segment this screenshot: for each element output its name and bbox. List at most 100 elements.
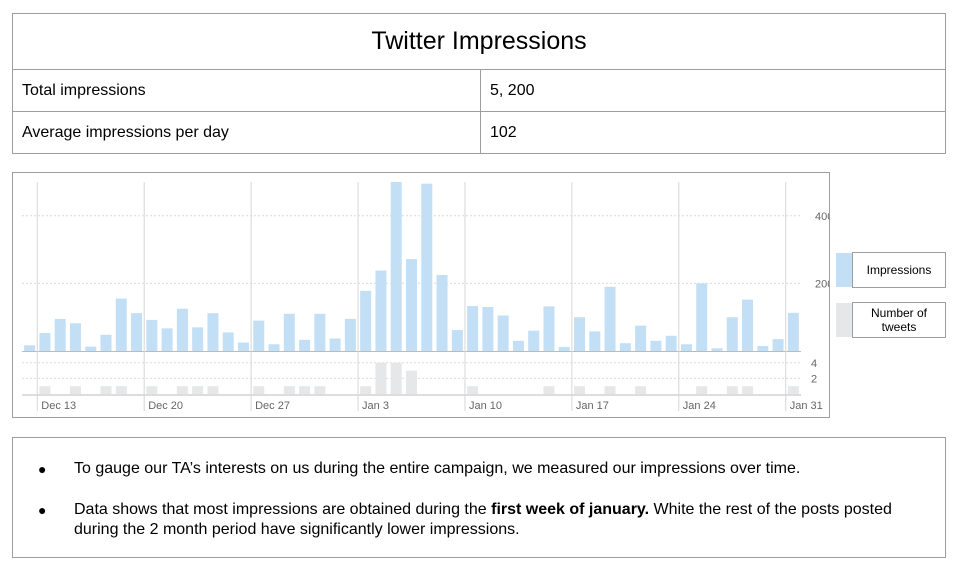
impressions-bar <box>329 338 341 351</box>
tweets-bar <box>314 386 326 394</box>
note-2-text: Data shows that most impressions are obt… <box>74 501 892 538</box>
impressions-bar <box>161 328 173 351</box>
impressions-bar <box>39 333 51 351</box>
impressions-bar <box>635 325 647 351</box>
impressions-bar <box>467 306 479 351</box>
tweets-bar <box>696 386 708 394</box>
legend-impressions: Impressions <box>836 252 946 288</box>
tweets-bar <box>390 362 402 394</box>
tweets-bar <box>176 386 188 394</box>
impressions-bar <box>757 345 769 351</box>
impressions-bar <box>772 339 784 351</box>
tweets-bar <box>360 386 372 394</box>
impressions-bar <box>604 286 616 351</box>
tweets-bar <box>787 386 799 394</box>
tweets-y-tick-label: 4 <box>811 358 817 370</box>
impressions-bar <box>131 313 143 351</box>
tweets-bar <box>299 386 311 394</box>
impressions-bar <box>314 313 326 351</box>
impressions-bar <box>574 317 586 351</box>
impressions-bar <box>100 334 112 351</box>
impressions-bar <box>115 298 127 351</box>
tweets-bar <box>100 386 112 394</box>
impressions-bar <box>711 348 723 351</box>
total-impressions-value: 5, 200 <box>490 81 535 99</box>
bullet-icon: ● <box>38 502 47 518</box>
tweets-bar <box>726 386 738 394</box>
note-1-text: To gauge our TA’s interests on us during… <box>74 460 801 477</box>
impressions-bar <box>54 318 66 351</box>
impressions-bar <box>344 318 356 351</box>
stats-row-total: Total impressions 5, 200 <box>13 70 945 111</box>
impressions-chart: 200 400 2 4 Dec 13 Dec 20 Dec 27 Jan 3 Jan 10 Jan… <box>12 172 830 418</box>
impressions-bar <box>375 270 387 351</box>
impressions-bar <box>406 259 417 351</box>
tweets-bar <box>604 386 616 394</box>
impressions-y-tick-label: 200 <box>815 278 829 290</box>
impressions-bar <box>69 323 81 351</box>
tweets-bar <box>574 386 586 394</box>
legend-impressions-label: Impressions <box>852 252 946 288</box>
impressions-bar <box>787 312 799 351</box>
average-impressions-value: 102 <box>490 123 517 141</box>
notes-box: ● To gauge our TA’s interests on us duri… <box>12 437 946 558</box>
impressions-bar <box>665 335 677 351</box>
note-2: ● Data shows that most impressions are o… <box>38 500 925 540</box>
tweets-bar <box>467 386 479 394</box>
tweets-bar <box>115 386 127 394</box>
legend-tweets-swatch <box>836 303 852 337</box>
impressions-bar <box>222 332 234 351</box>
x-tick-label: Jan 3 <box>362 400 389 412</box>
impressions-bar <box>558 346 570 351</box>
tweets-bar <box>192 386 204 394</box>
impressions-bar <box>390 182 402 351</box>
tweets-bar <box>742 386 754 394</box>
impressions-bar <box>421 183 433 351</box>
impressions-bar <box>742 299 754 351</box>
impressions-bar <box>528 330 540 351</box>
tweets-bar <box>375 362 387 394</box>
stats-table: Twitter Impressions Total impressions 5,… <box>12 13 946 154</box>
note-1: ● To gauge our TA’s interests on us duri… <box>38 459 925 479</box>
impressions-bar <box>451 330 463 351</box>
impressions-bar <box>543 306 555 351</box>
tweets-bar <box>283 386 295 394</box>
tweets-bar <box>69 386 81 394</box>
tweets-bar <box>543 386 555 394</box>
bullet-icon: ● <box>38 461 47 477</box>
impressions-bar <box>299 339 311 351</box>
legend-tweets-label: Number of tweets <box>852 302 946 338</box>
impressions-bar <box>436 274 448 351</box>
x-tick-label: Dec 27 <box>255 400 290 412</box>
impressions-bar <box>360 290 372 351</box>
legend-tweets: Number of tweets <box>836 302 946 338</box>
impressions-bar <box>696 283 708 351</box>
x-tick-label: Jan 24 <box>683 400 716 412</box>
tweets-bar <box>406 370 417 394</box>
impressions-bar <box>176 308 188 351</box>
total-impressions-label: Total impressions <box>13 70 481 111</box>
impressions-bar <box>85 346 97 351</box>
impressions-bar <box>24 345 36 351</box>
impressions-bar <box>680 344 692 351</box>
x-tick-label: Jan 10 <box>469 400 502 412</box>
chart-svg: 200 400 2 4 Dec 13 Dec 20 Dec 27 Jan 3 Jan 10 Jan… <box>22 182 829 412</box>
impressions-bar <box>650 340 662 351</box>
tweets-bar <box>146 386 158 394</box>
x-tick-label: Dec 20 <box>148 400 183 412</box>
impressions-bar <box>146 319 158 351</box>
impressions-bar <box>192 327 204 351</box>
stats-row-average: Average impressions per day 102 <box>13 111 945 153</box>
tweets-y-tick-label: 2 <box>811 373 817 385</box>
impressions-bar <box>619 343 631 351</box>
tweets-bar <box>39 386 51 394</box>
x-tick-label: Jan 17 <box>576 400 609 412</box>
tweets-bar <box>207 386 219 394</box>
impressions-bar <box>237 342 249 351</box>
impressions-bar <box>726 317 738 351</box>
average-impressions-label: Average impressions per day <box>13 112 481 153</box>
impressions-bar <box>207 313 219 351</box>
legend-impressions-swatch <box>836 253 852 287</box>
impressions-bar <box>253 320 265 351</box>
impressions-bar <box>283 313 295 351</box>
